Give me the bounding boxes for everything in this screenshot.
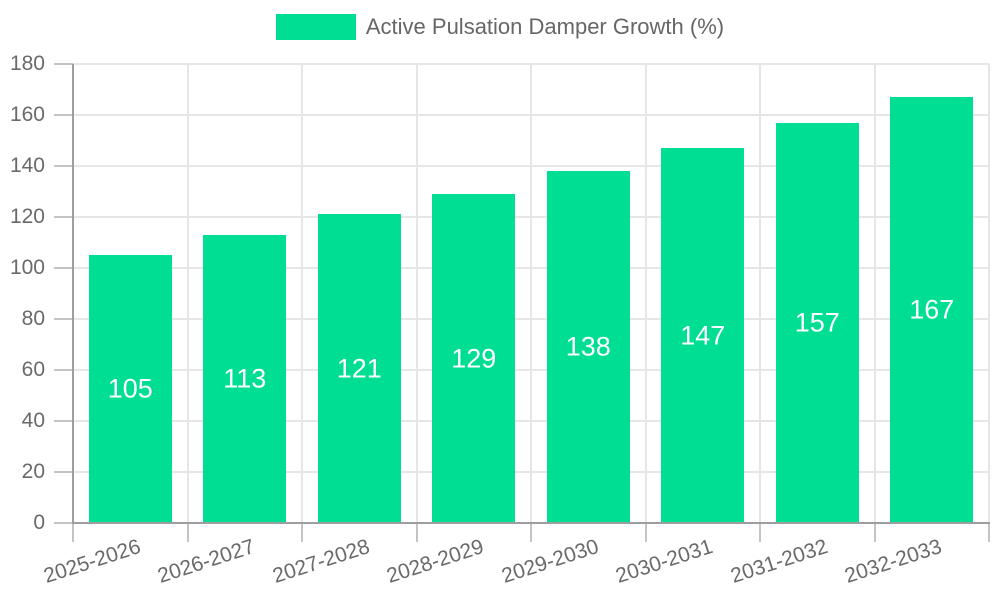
x-axis-tick-label: 2026-2027: [155, 535, 258, 588]
legend-swatch: [275, 14, 356, 40]
x-axis-tick-mark: [759, 523, 761, 542]
x-axis-tick-mark: [988, 523, 990, 542]
x-axis-line: [72, 522, 990, 524]
x-axis-tick-mark: [644, 523, 647, 542]
x-axis-tick-label: 2032-2033: [842, 535, 945, 588]
y-axis-tick-mark: [54, 369, 73, 371]
x-axis-tick-label: 2030-2031: [613, 535, 716, 588]
x-axis-tick-mark: [72, 523, 74, 542]
y-axis-tick-mark: [54, 420, 73, 422]
bar[interactable]: [890, 97, 974, 523]
bar-value-label: 121: [336, 353, 382, 384]
gridline-vertical: [186, 64, 189, 523]
bar[interactable]: [88, 255, 172, 523]
gridline-vertical: [530, 64, 532, 523]
bar[interactable]: [432, 194, 516, 523]
y-axis-tick-label: 0: [33, 511, 45, 534]
y-axis-tick-label: 160: [9, 103, 45, 126]
bar-value-label: 129: [451, 343, 497, 374]
y-axis-tick-mark: [54, 216, 73, 218]
y-axis-tick-label: 80: [21, 307, 45, 330]
y-axis-tick-label: 100: [9, 256, 45, 279]
y-axis-tick-label: 40: [21, 409, 45, 432]
x-axis-tick-label: 2029-2030: [498, 535, 602, 588]
bar-value-label: 113: [223, 363, 267, 394]
bar-value-label: 105: [107, 373, 153, 404]
bar[interactable]: [775, 122, 859, 523]
x-axis-tick-label: 2031-2032: [727, 535, 831, 588]
bar[interactable]: [546, 171, 630, 523]
gridline-vertical: [301, 64, 303, 523]
bar-value-label: 167: [909, 294, 955, 325]
y-axis-tick-label: 120: [9, 205, 45, 228]
y-axis-tick-mark: [54, 471, 73, 473]
gridline-vertical: [988, 64, 990, 523]
gridline-vertical: [644, 64, 647, 523]
y-axis-tick-label: 140: [9, 154, 45, 177]
y-axis-tick-label: 20: [21, 460, 45, 483]
x-axis-tick-mark: [415, 523, 418, 542]
x-axis-tick-label: 2025-2026: [40, 535, 144, 588]
y-axis-tick-mark: [54, 165, 73, 167]
gridline-vertical: [873, 64, 876, 523]
bar[interactable]: [203, 234, 287, 523]
y-axis-tick-mark: [54, 267, 73, 269]
y-axis-tick-mark: [54, 63, 73, 65]
chart-legend[interactable]: Active Pulsation Damper Growth (%): [0, 14, 1000, 40]
bar-value-label: 147: [680, 320, 726, 351]
bar[interactable]: [661, 148, 745, 523]
y-axis-line: [72, 64, 74, 523]
y-axis-tick-label: 180: [9, 52, 45, 75]
x-axis-tick-label: 2028-2029: [384, 535, 487, 588]
x-axis-tick-mark: [873, 523, 876, 542]
x-axis-tick-mark: [186, 523, 189, 542]
bar[interactable]: [317, 214, 401, 523]
y-axis-tick-mark: [54, 522, 73, 524]
x-axis-tick-mark: [301, 523, 303, 542]
gridline-vertical: [759, 64, 761, 523]
y-axis-tick-mark: [54, 114, 73, 116]
x-axis-tick-label: 2027-2028: [269, 535, 373, 588]
legend-label: Active Pulsation Damper Growth (%): [365, 14, 725, 39]
bar-value-label: 157: [794, 307, 840, 338]
bar-value-label: 138: [565, 331, 611, 362]
y-axis-tick-label: 60: [21, 358, 45, 381]
y-axis-tick-mark: [54, 318, 73, 320]
gridline-vertical: [415, 64, 418, 523]
x-axis-tick-mark: [530, 523, 532, 542]
